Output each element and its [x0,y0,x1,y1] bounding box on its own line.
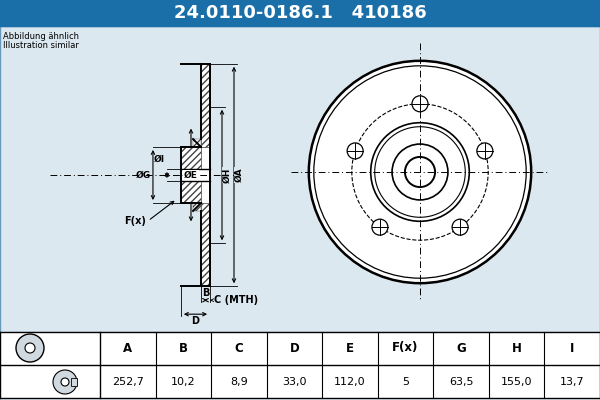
Bar [0,332,600,398]
Text: 24.0110-0186.1   410186: 24.0110-0186.1 410186 [173,4,427,22]
Text: 63,5: 63,5 [449,377,473,387]
Text: 13,7: 13,7 [560,377,584,387]
Circle shape [372,219,388,235]
Bar [201,64,210,147]
Text: 10,2: 10,2 [171,377,196,387]
Bar [0,26,600,332]
Text: ØA: ØA [235,168,244,182]
Circle shape [309,61,531,283]
Bar [71,378,77,386]
Text: 112,0: 112,0 [334,377,366,387]
Bar [0,0,600,26]
Text: C (MTH): C (MTH) [214,295,258,305]
Bar [193,139,201,147]
Text: 5: 5 [402,377,409,387]
Text: 8,9: 8,9 [230,377,248,387]
Text: A: A [123,342,133,354]
Bar [181,181,201,203]
Text: F(x): F(x) [124,216,146,226]
Text: C: C [235,342,243,354]
Bar [181,147,201,203]
Circle shape [25,343,35,353]
Text: B: B [202,288,209,298]
Text: 33,0: 33,0 [282,377,307,387]
Bar [181,147,201,169]
Text: ØI: ØI [154,155,165,164]
Text: D: D [290,342,299,354]
Text: D: D [191,316,199,326]
Circle shape [477,143,493,159]
Circle shape [61,378,69,386]
Circle shape [53,370,77,394]
Circle shape [412,96,428,112]
Text: Illustration similar: Illustration similar [3,41,79,50]
Text: ØE: ØE [184,170,198,180]
Circle shape [452,219,468,235]
Text: G: G [456,342,466,354]
Bar [193,203,201,211]
Text: E: E [346,342,354,354]
Text: I: I [570,342,574,354]
Text: F(x): F(x) [392,342,419,354]
Circle shape [392,144,448,200]
Text: 155,0: 155,0 [501,377,532,387]
Text: ØG: ØG [136,170,151,180]
Bar [201,203,210,286]
Circle shape [16,334,44,362]
Text: B: B [179,342,188,354]
Text: H: H [512,342,521,354]
Text: 252,7: 252,7 [112,377,144,387]
Bar [201,64,210,286]
Text: Abbildung ähnlich: Abbildung ähnlich [3,32,79,41]
Circle shape [405,157,435,187]
Bar [0,26,600,332]
Text: ØH: ØH [223,167,232,183]
Circle shape [347,143,363,159]
